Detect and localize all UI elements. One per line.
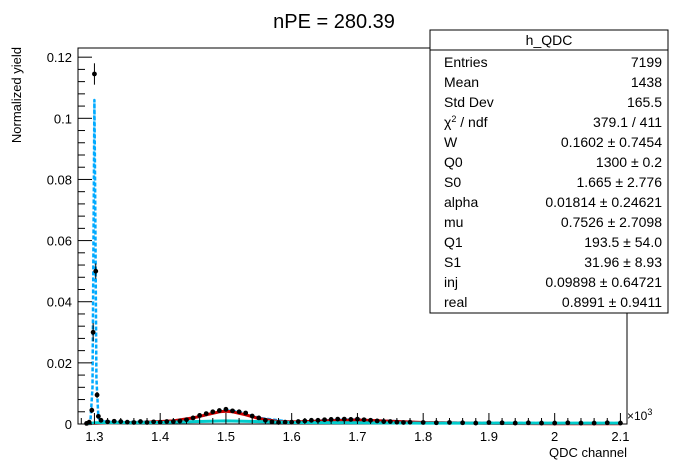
stats-row-value: 379.1 / 411 xyxy=(593,114,662,130)
data-point xyxy=(269,419,275,425)
stats-row-label: inj xyxy=(444,274,458,290)
data-point xyxy=(335,416,341,422)
x-tick-label: 2 xyxy=(551,429,558,444)
data-point xyxy=(210,409,216,415)
stats-row-value: 0.09898 ± 0.64721 xyxy=(545,274,662,290)
data-point xyxy=(243,410,249,416)
stats-row-label: real xyxy=(444,294,467,310)
x-axis-exponent: ×103 xyxy=(627,407,652,423)
data-point xyxy=(190,415,196,421)
data-point xyxy=(89,407,95,413)
y-axis-label: Normalized yield xyxy=(9,47,24,143)
y-tick-label: 0.02 xyxy=(47,356,72,371)
data-point xyxy=(164,419,170,424)
data-point xyxy=(151,419,157,425)
data-point xyxy=(374,418,380,424)
data-point xyxy=(177,418,183,424)
data-point xyxy=(223,406,229,412)
y-tick-label: 0.08 xyxy=(47,172,72,187)
y-tick-label: 0.06 xyxy=(47,234,72,249)
data-point xyxy=(98,417,104,423)
x-tick-label: 1.6 xyxy=(283,429,301,444)
data-point xyxy=(295,419,301,424)
y-tick-label: 0 xyxy=(65,417,72,432)
stats-row-label: Std Dev xyxy=(444,94,494,110)
stats-box-rows: Entries 7199 Mean 1438 Std Dev 165.5 χ2 / ndf 3… xyxy=(444,54,662,310)
data-point xyxy=(93,268,99,274)
stats-row-value: 1438 xyxy=(631,74,662,90)
stats-row-value: 0.8991 ± 0.9411 xyxy=(562,294,662,310)
stats-row-value: 193.5 ± 54.0 xyxy=(584,234,662,250)
stats-row-value: 165.5 xyxy=(627,94,662,110)
x-tick-label: 1.3 xyxy=(85,429,103,444)
stats-row-label: W xyxy=(444,134,458,150)
data-point xyxy=(401,420,406,425)
data-point xyxy=(361,417,367,423)
data-point xyxy=(230,408,235,414)
x-tick-label: 1.9 xyxy=(480,429,498,444)
stats-box: h_QDC Entries 7199 Mean 1438 Std Dev 165.5 χ2 … xyxy=(429,29,669,314)
data-point xyxy=(387,419,393,424)
data-point xyxy=(203,411,209,417)
data-point xyxy=(111,418,117,424)
stats-row-label: S0 xyxy=(444,174,461,190)
y-tick-label: 0.1 xyxy=(54,111,72,126)
stats-row-label: alpha xyxy=(444,194,478,210)
data-point xyxy=(282,419,288,425)
data-point xyxy=(94,392,100,398)
stats-row-label: Mean xyxy=(444,74,479,90)
data-point xyxy=(92,71,97,77)
stats-row-value: 0.7526 ± 2.7098 xyxy=(561,214,662,230)
chart-title: nPE = 280.39 xyxy=(273,11,395,33)
x-axis-label: QDC channel xyxy=(549,445,627,460)
stats-row-label: mu xyxy=(444,214,463,230)
data-point xyxy=(86,419,92,425)
x-tick-label: 1.5 xyxy=(217,429,235,444)
data-point xyxy=(197,413,203,418)
x-axis: 1.3 1.4 1.5 1.6 1.7 1.8 1.9 2 2.1 xyxy=(80,413,629,444)
x-axis-exponent-base: ×10 xyxy=(627,409,648,423)
stats-row-label: Entries xyxy=(444,54,488,70)
y-tick-label: 0.12 xyxy=(47,50,72,65)
stats-row-label: χ2 / ndf xyxy=(444,114,488,130)
data-point xyxy=(256,415,262,421)
data-point xyxy=(249,413,255,419)
stats-box-title: h_QDC xyxy=(526,32,573,48)
data-point xyxy=(309,417,314,423)
stats-row-label: S1 xyxy=(444,254,461,270)
data-point xyxy=(236,409,242,415)
data-point xyxy=(322,417,327,423)
x-tick-label: 1.7 xyxy=(348,429,366,444)
data-point xyxy=(348,417,354,422)
stats-row-value: 31.96 ± 8.93 xyxy=(584,254,662,270)
stats-box-frame xyxy=(429,29,669,314)
x-axis-exponent-power: 3 xyxy=(647,407,652,417)
y-axis: 0 0.02 0.04 0.06 0.08 0.1 0.12 xyxy=(47,50,92,432)
data-point xyxy=(216,408,222,413)
stats-row-value: 1.665 ± 2.776 xyxy=(576,174,662,190)
data-point xyxy=(95,413,101,419)
data-point xyxy=(124,419,130,425)
stats-row-value: 7199 xyxy=(631,54,662,70)
stats-row-label: Q0 xyxy=(444,154,463,170)
stats-row-label: Q1 xyxy=(444,234,463,250)
stats-row-value: 0.01814 ± 0.24621 xyxy=(545,194,662,210)
x-tick-label: 1.4 xyxy=(151,429,169,444)
stats-row-value: 1300 ± 0.2 xyxy=(596,154,662,170)
data-point xyxy=(90,329,96,335)
x-tick-label: 2.1 xyxy=(611,429,629,444)
stats-row-value: 0.1602 ± 0.7454 xyxy=(561,134,662,150)
data-point xyxy=(138,419,143,424)
y-tick-label: 0.04 xyxy=(47,295,72,310)
x-tick-label: 1.8 xyxy=(414,429,432,444)
